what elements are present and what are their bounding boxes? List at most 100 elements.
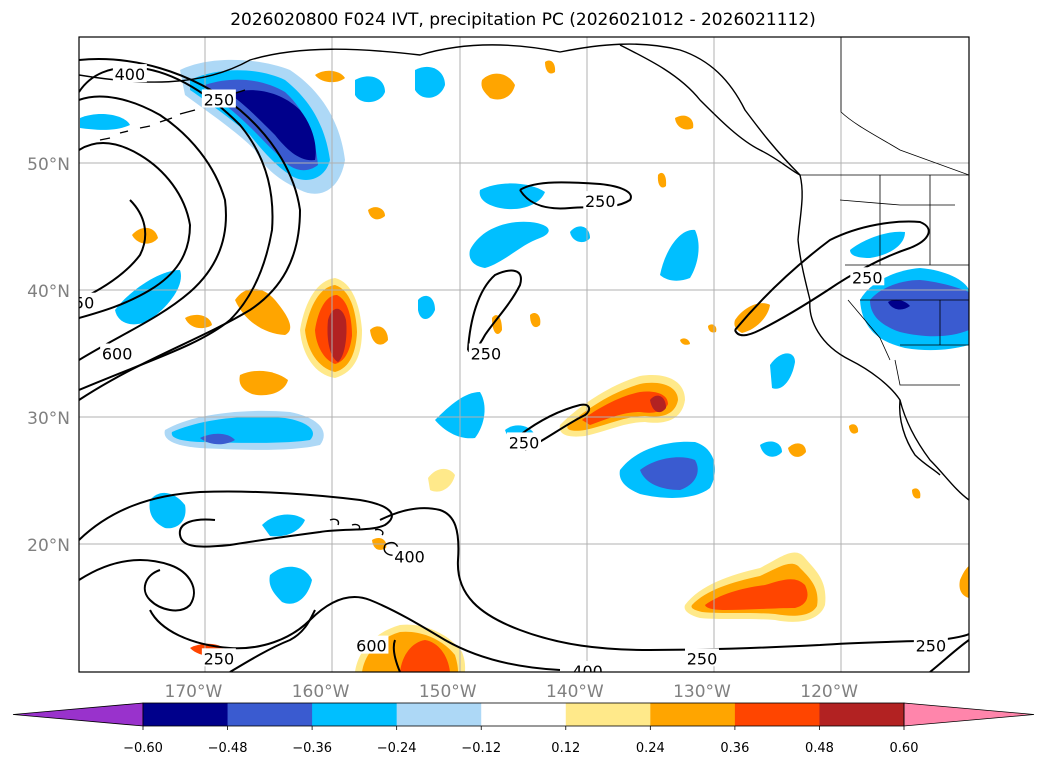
y-axis-ticks: 50°N 40°N 30°N 20°N [27,155,70,556]
x-tick-label: 170°W [165,682,223,702]
contour-label: 600 [102,345,133,364]
precip-negative-region [469,221,549,268]
map-area: 400 250 600 250 250 250 250 250 400 600 250 400 250 2… [64,37,969,672]
colorbar-extend-low [12,702,144,727]
colorbar-segment [481,703,567,726]
chart-title: 2026020800 F024 IVT, precipitation PC (2… [230,10,816,30]
precip-negative-region [235,90,316,161]
precip-negative-region [570,226,590,243]
ivt-contour-250-north-mid [519,181,632,210]
y-tick-label: 30°N [27,409,70,429]
precip-positive-region [315,70,345,83]
colorbar-tick-label: −0.36 [292,741,332,756]
contour-label-bg [468,343,503,362]
ivt-contour-600b [79,142,192,319]
alaska-panhandle [619,44,801,176]
precip-negative-region [115,270,181,325]
precip-negative-region [80,114,130,130]
canada-bc-coast [797,174,803,241]
colorbar-segment [312,703,398,726]
contour-label-bg [392,546,427,565]
colorbar-tick-label: 0.12 [551,741,580,756]
colorbar-tick-label: −0.60 [123,741,163,756]
contour-label: 250 [852,268,883,287]
colorbar: −0.60 −0.48 −0.36 −0.24 −0.12 0.12 0.24 0.36 0.4… [12,702,1035,756]
ivt-contour-250-west [79,199,147,301]
contour-label: 400 [394,548,425,567]
coastlines [79,37,969,556]
ivt-contour-400-south [79,490,393,548]
contour-label-bg [100,343,135,362]
precip-positive-region [675,115,694,130]
gridlines [79,37,969,672]
colorbar-tick-label: −0.12 [461,741,501,756]
precip-negative-region [850,231,905,258]
precip-negative-region [200,433,235,445]
precip-positive-region [705,579,808,610]
ivt-contour-250-south [79,559,195,612]
colorbar-segment [734,703,820,726]
y-tick-label: 20°N [27,536,70,556]
ivt-contour-600-south [392,639,401,672]
ivt-contour-600-north [79,95,227,361]
precip-positive-region [680,338,690,345]
precip-positive-region [545,60,556,74]
colorbar-tick-label: −0.48 [208,741,248,756]
precip-negative-region [479,183,545,210]
x-tick-label: 140°W [546,682,604,702]
ivt-contour-far-east [929,639,969,672]
colorbar-tick-label: 0.36 [720,741,749,756]
baja-california [898,399,941,476]
precip-negative-region [770,353,795,389]
precip-negative-region [418,295,435,319]
precip-negative-region [888,299,910,310]
ivt-contours [79,58,969,672]
contour-label: 600 [356,637,387,656]
contour-label: 250 [687,649,718,668]
precip-positive-region [400,640,450,672]
precip-negative-region [269,566,312,604]
precip-negative-region [640,457,698,490]
precip-negative-region [870,280,969,337]
ivt-contour-250-tropics [379,507,969,652]
precip-negative-region [660,229,699,281]
precip-positive-region [650,395,666,413]
precip-positive-region [657,172,667,188]
precip-positive-region [481,73,515,100]
colorbar-tick-label: 0.60 [890,741,919,756]
colorbar-segment [143,703,229,726]
us-west-coast [797,239,969,501]
precip-positive-region [788,443,806,457]
contour-label-bg [79,292,96,311]
x-tick-label: 130°W [673,682,731,702]
precip-positive-region [239,370,288,396]
colorbar-tick-label: 0.24 [636,741,665,756]
contour-label: 250 [204,91,235,110]
ivt-contour-labels: 400 250 600 250 250 250 250 250 400 600 250 400 250 2… [64,64,948,672]
precip-negative-region [262,514,305,537]
x-axis-ticks: 170°W 160°W 150°W 140°W 130°W 120°W [165,682,859,702]
precip-positive-region [734,303,770,333]
state-borders [839,175,969,386]
colorbar-extend-high [903,702,1035,727]
precip-positive-region [428,468,455,492]
contour-label-bg [685,648,719,667]
ivt-contour-250-south-mid [519,403,591,451]
precip-positive-region [912,488,921,499]
y-tick-label: 50°N [27,155,70,175]
ivt-contour-250-tropics-b [149,595,561,671]
precip-positive-region [849,424,859,434]
contour-label: 250 [64,294,95,313]
contour-label-bg [583,191,618,210]
contour-label-bg [913,635,948,654]
colorbar-outline [142,702,905,727]
precip-negative-region [355,76,385,103]
precip-fill-layer [80,59,969,672]
x-tick-label: 120°W [800,682,858,702]
contour-label-bg [507,432,541,451]
precip-negative-region [415,66,445,98]
contour-label-bg [850,267,885,286]
contour-label-bg [201,648,236,667]
alaska-canada-border [840,37,969,176]
